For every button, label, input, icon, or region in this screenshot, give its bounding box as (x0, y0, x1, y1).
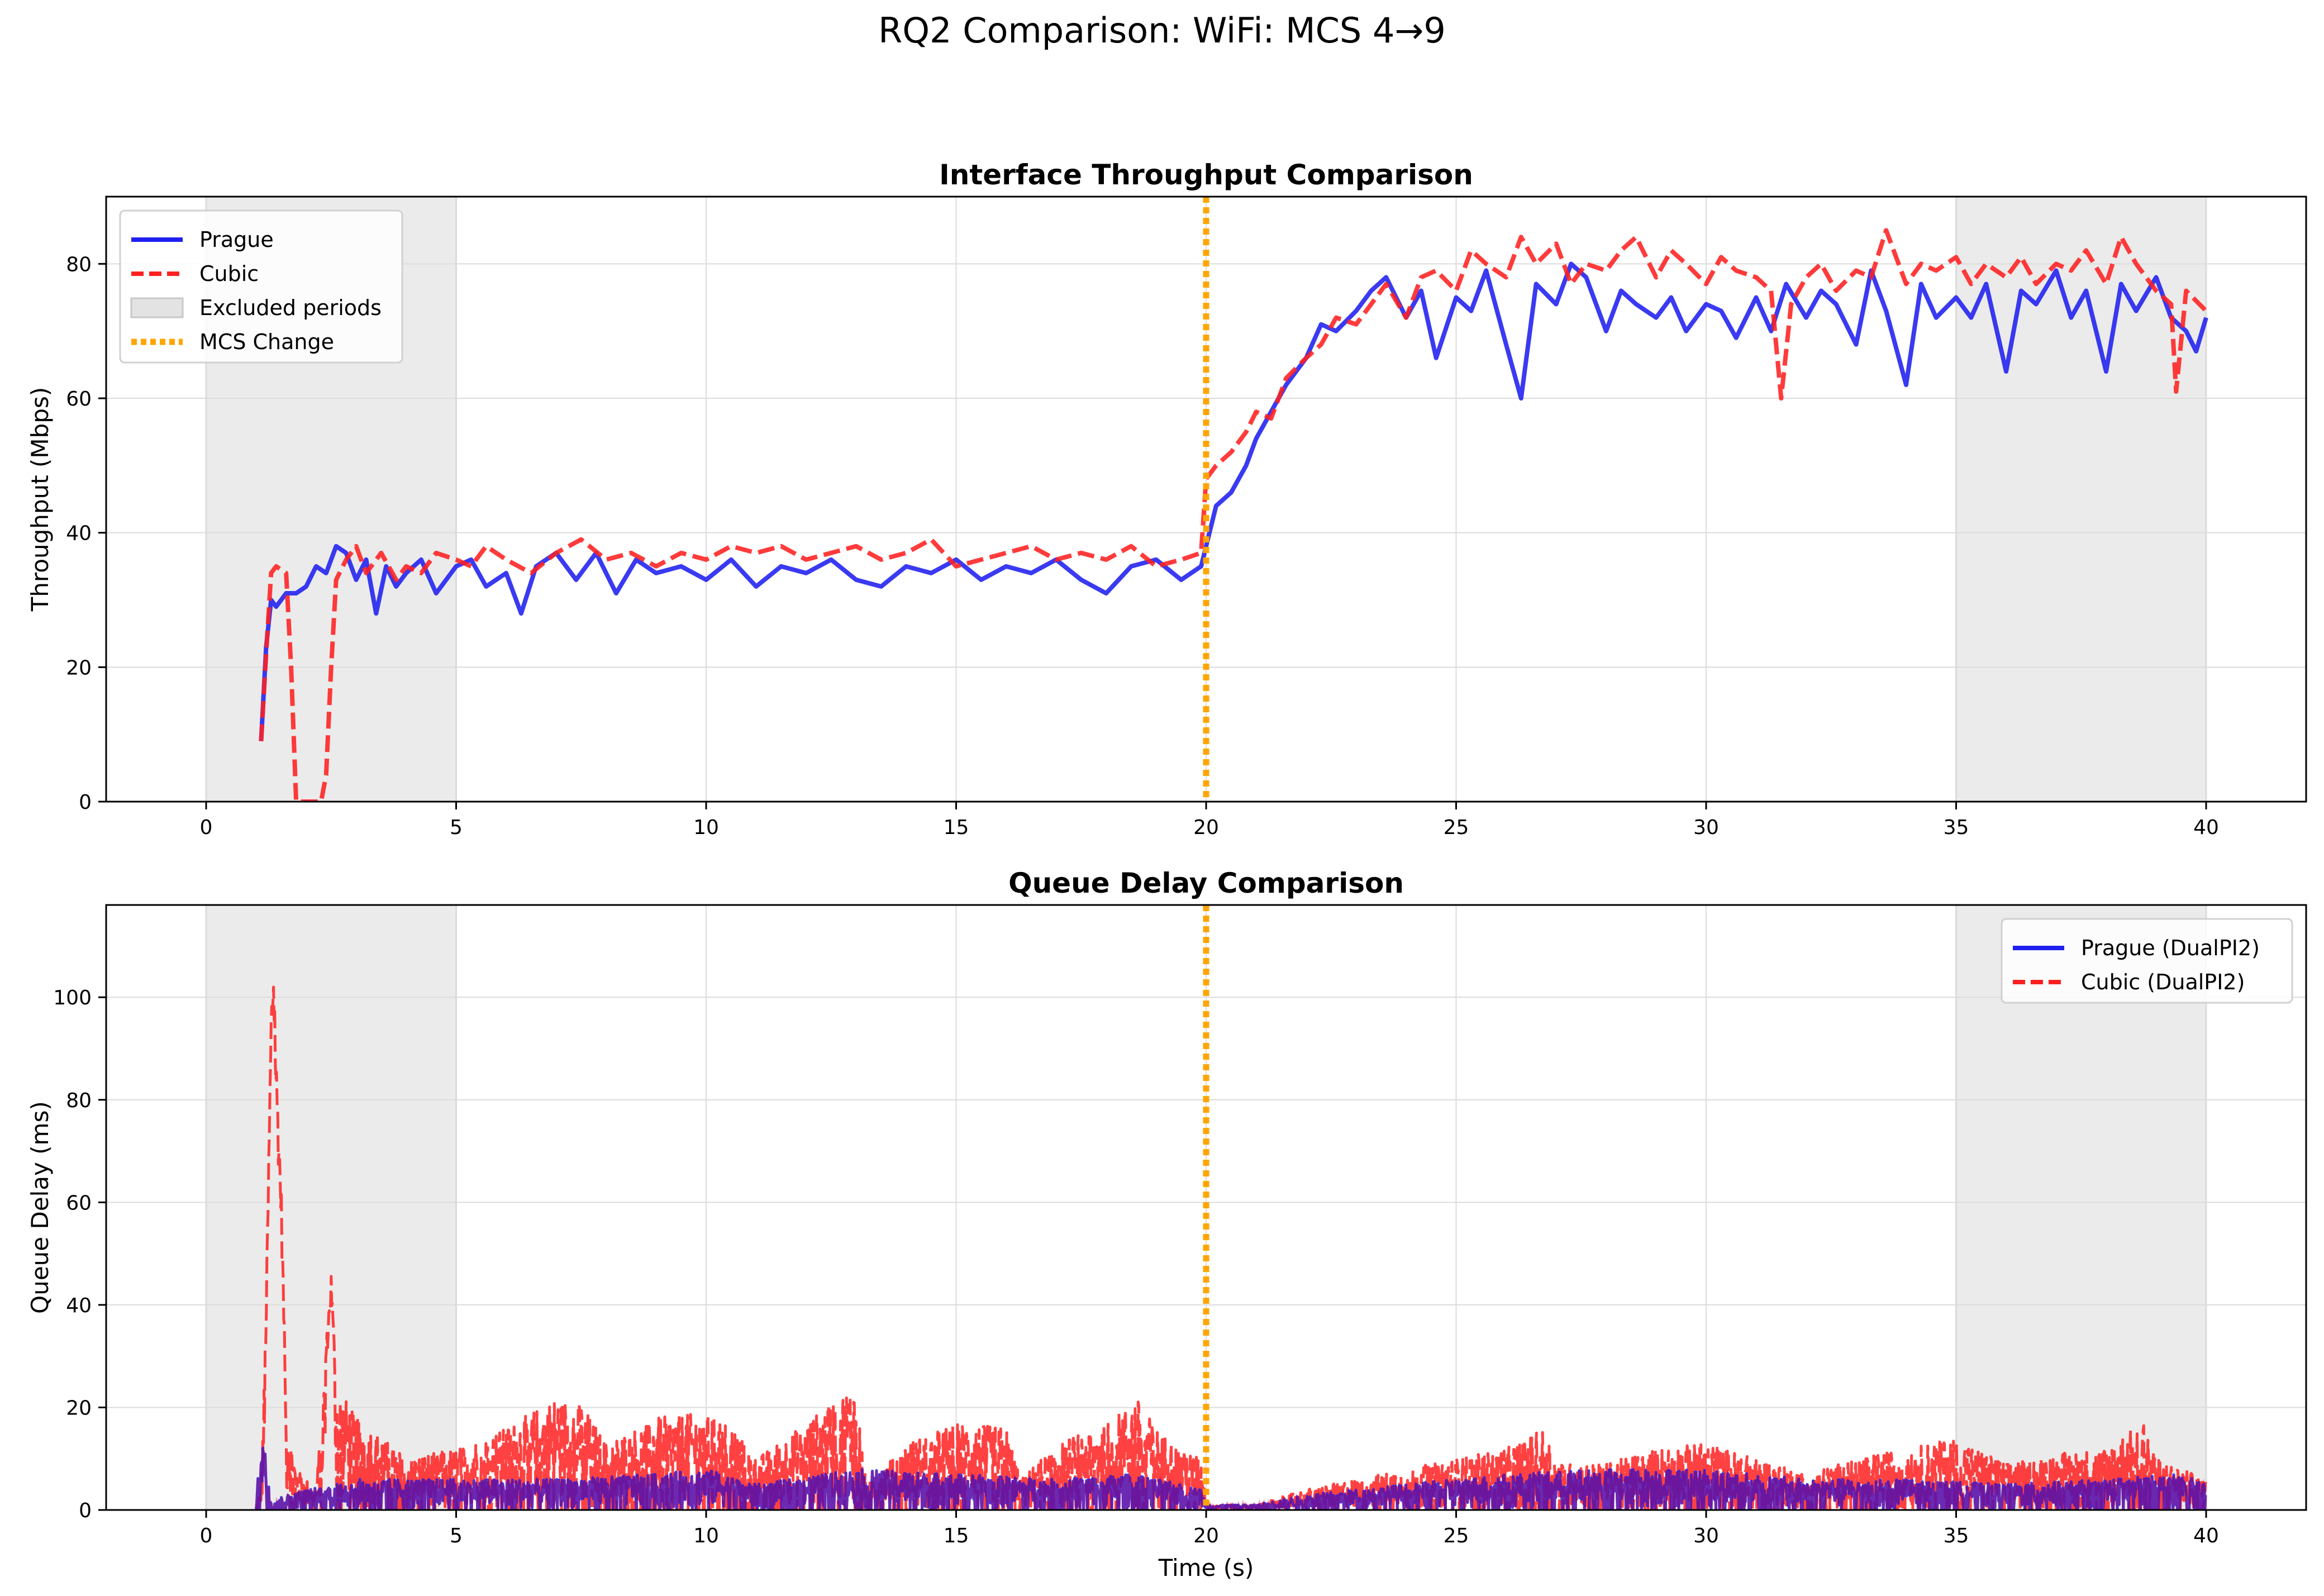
y-tick-label: 40 (66, 1294, 92, 1317)
x-tick-label: 15 (944, 1524, 969, 1547)
chart-panel-1: 0 5 10 15 20 25 30 35 40 0 20 40 60 80 Interface Throu… (26, 159, 2307, 839)
y-axis-label: Queue Delay (ms) (26, 1101, 54, 1314)
legend-label: Cubic (199, 261, 259, 286)
legend-marker-excluded (130, 297, 184, 318)
series-overlap (255, 1448, 2207, 1510)
y-tick-label: 0 (79, 1499, 92, 1522)
x-tick-label: 40 (2193, 1524, 2219, 1547)
chart-title: Interface Throughput Comparison (939, 159, 1473, 191)
series-line-cubic (255, 985, 2207, 1510)
y-tick-label: 80 (66, 1089, 92, 1112)
x-axis-label: Time (s) (1158, 1554, 1254, 1581)
y-tick-label: 100 (53, 987, 92, 1009)
figure-suptitle: RQ2 Comparison: WiFi: MCS 4→9 (878, 10, 1446, 51)
x-tick-label: 0 (200, 1524, 213, 1547)
x-tick-label: 25 (1444, 1524, 1469, 1547)
y-tick-label: 20 (66, 1397, 92, 1419)
legend-label: MCS Change (199, 330, 334, 354)
y-tick-label: 20 (66, 656, 92, 679)
y-tick-label: 0 (79, 791, 92, 814)
legend-box (119, 209, 403, 364)
x-tick-label: 15 (944, 816, 969, 839)
y-axis-label: Throughput (Mbps) (26, 387, 54, 612)
x-tick-label: 25 (1444, 816, 1469, 839)
legend-label: Prague (199, 227, 274, 252)
series-line-prague (259, 261, 2208, 741)
plot-area (259, 228, 2208, 802)
x-tick-label: 5 (450, 1524, 463, 1547)
legend-label: Excluded periods (199, 296, 382, 320)
x-tick-label: 40 (2193, 816, 2219, 839)
y-tick-label: 60 (66, 388, 92, 411)
x-tick-label: 10 (693, 1524, 719, 1547)
chart-panel-2: 0 5 10 15 20 25 30 35 40 0 20 40 60 80 100 Queue Delay … (26, 867, 2307, 1581)
x-tick-label: 35 (1944, 1524, 1969, 1547)
plot-area (255, 985, 2207, 1510)
x-tick-label: 30 (1693, 1524, 1719, 1547)
x-tick-label: 20 (1193, 816, 1219, 839)
excluded-period-2 (1955, 196, 2207, 803)
y-tick-label: 40 (66, 522, 92, 545)
series-line-cubic (259, 228, 2208, 802)
x-tick-label: 30 (1693, 816, 1719, 839)
legend-label: Cubic (DualPI2) (2081, 970, 2245, 994)
series-line-prague (255, 1446, 2207, 1510)
y-tick-label: 60 (66, 1192, 92, 1214)
excluded-period-2 (1955, 904, 2207, 1511)
x-tick-label: 20 (1193, 1524, 1219, 1547)
x-tick-label: 5 (450, 816, 463, 839)
x-tick-label: 0 (200, 816, 213, 839)
legend: Prague (DualPI2) Cubic (DualPI2) (2001, 918, 2293, 1004)
x-tick-label: 35 (1944, 816, 1969, 839)
legend-label: Prague (DualPI2) (2081, 936, 2260, 960)
legend-box (2001, 918, 2293, 1004)
excluded-period-1 (205, 904, 457, 1511)
x-tick-label: 10 (693, 816, 719, 839)
y-tick-label: 80 (66, 253, 92, 276)
chart-title: Queue Delay Comparison (1008, 867, 1404, 899)
legend: Prague Cubic Excluded periods MCS Change (119, 209, 403, 364)
